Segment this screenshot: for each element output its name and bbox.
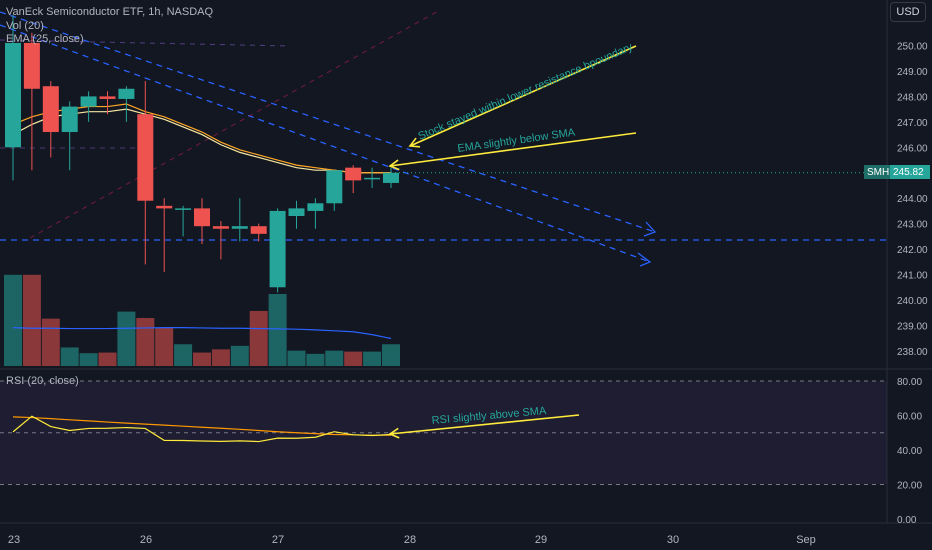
time-tick-label: 26 <box>140 534 152 546</box>
candle-body <box>137 114 154 201</box>
rsi-tick-label: 60.00 <box>897 412 922 423</box>
volume-bar <box>79 353 98 366</box>
candle-body <box>326 170 343 204</box>
price-tick-label: 247.00 <box>897 118 928 129</box>
currency-button[interactable]: USD <box>890 2 926 22</box>
annotation-arrow-rsi <box>389 414 580 435</box>
time-tick-label: 29 <box>535 534 547 546</box>
candle-body <box>156 205 173 209</box>
price-tick-label: 241.00 <box>897 271 928 282</box>
volume-bar <box>136 318 155 366</box>
volume-bar <box>325 350 344 366</box>
candle-body <box>99 96 116 99</box>
volume-bar <box>268 294 287 366</box>
rsi-ma-line <box>12 416 391 436</box>
price-tick-label: 238.00 <box>897 347 928 358</box>
volume-bar <box>287 350 306 366</box>
trend-arrowhead <box>637 252 652 267</box>
candle-body <box>5 42 21 148</box>
volume-bar <box>382 344 400 366</box>
annotation-arrow-ema-head <box>388 159 400 171</box>
price-tick-label: 250.00 <box>897 42 928 53</box>
volume-bar <box>117 311 136 366</box>
candle-body <box>175 208 192 210</box>
guide-line <box>0 39 291 47</box>
volume-bar <box>344 351 363 366</box>
candle-body <box>307 203 324 211</box>
annotation-arrow-ema <box>389 132 637 167</box>
price-tick-label: 239.00 <box>897 321 928 332</box>
volume-bar <box>193 352 211 366</box>
candle-body <box>61 106 78 133</box>
annotation-arrow-boundary-head <box>408 137 421 148</box>
volume-bar <box>211 349 230 366</box>
candle-body <box>250 226 267 234</box>
price-tick-label: 248.00 <box>897 92 928 103</box>
guide-line <box>29 9 441 239</box>
candle-body <box>80 96 97 107</box>
trend-line <box>0 11 656 233</box>
rsi-legend[interactable]: RSI (20, close) <box>6 375 79 387</box>
time-tick-label: 30 <box>667 534 679 546</box>
volume-bar <box>22 274 41 366</box>
time-tick-label: 27 <box>272 534 284 546</box>
candle-body <box>364 177 381 180</box>
rsi-line <box>12 415 392 443</box>
volume-bar <box>363 351 382 366</box>
candle-body <box>288 208 305 217</box>
volume-bar <box>174 344 193 366</box>
price-tick-label: 242.00 <box>897 245 928 256</box>
annotation-arrow-rsi-head <box>388 427 400 439</box>
candle-body <box>269 210 286 288</box>
candle-body <box>212 226 229 229</box>
volume-bar <box>306 353 325 366</box>
chart-title: VanEck Semiconductor ETF, 1h, NASDAQ <box>6 6 214 18</box>
volume-legend[interactable]: Vol (20) <box>6 20 44 32</box>
rsi-tick-label: 20.00 <box>897 481 922 492</box>
candle-body <box>231 226 248 229</box>
time-tick-label: 28 <box>404 534 416 546</box>
price-tick-label: 246.00 <box>897 143 928 154</box>
annotation-arrow-boundary <box>409 45 637 147</box>
candle-body <box>345 167 362 181</box>
volume-bar <box>4 274 22 366</box>
candle-body <box>194 208 210 227</box>
time-tick-label: 23 <box>8 534 20 546</box>
price-tick-label: 243.00 <box>897 220 928 231</box>
rsi-tick-label: 80.00 <box>897 377 922 388</box>
volume-bar <box>60 347 79 366</box>
last-price-tag: 245.82 <box>890 165 930 179</box>
candle-body <box>23 42 40 89</box>
rsi-tick-label: 0.00 <box>897 515 917 526</box>
candle-body <box>118 88 135 99</box>
trend-line <box>0 24 651 263</box>
volume-bar <box>230 345 249 366</box>
ema-legend[interactable]: EMA (25, close) <box>6 33 84 45</box>
rsi-tick-label: 40.00 <box>897 446 922 457</box>
candle-body <box>383 172 399 183</box>
volume-bar <box>155 327 174 366</box>
time-tick-label: Sep <box>796 534 816 546</box>
volume-ma-line <box>12 327 392 340</box>
price-tick-label: 249.00 <box>897 67 928 78</box>
price-tick-label: 244.00 <box>897 194 928 205</box>
candle-body <box>42 86 59 133</box>
volume-bar <box>41 318 60 366</box>
volume-bar <box>249 310 268 366</box>
trend-arrowhead <box>643 221 657 237</box>
volume-bar <box>98 352 117 366</box>
symbol-tag: SMH <box>864 165 893 179</box>
price-tick-label: 240.00 <box>897 296 928 307</box>
